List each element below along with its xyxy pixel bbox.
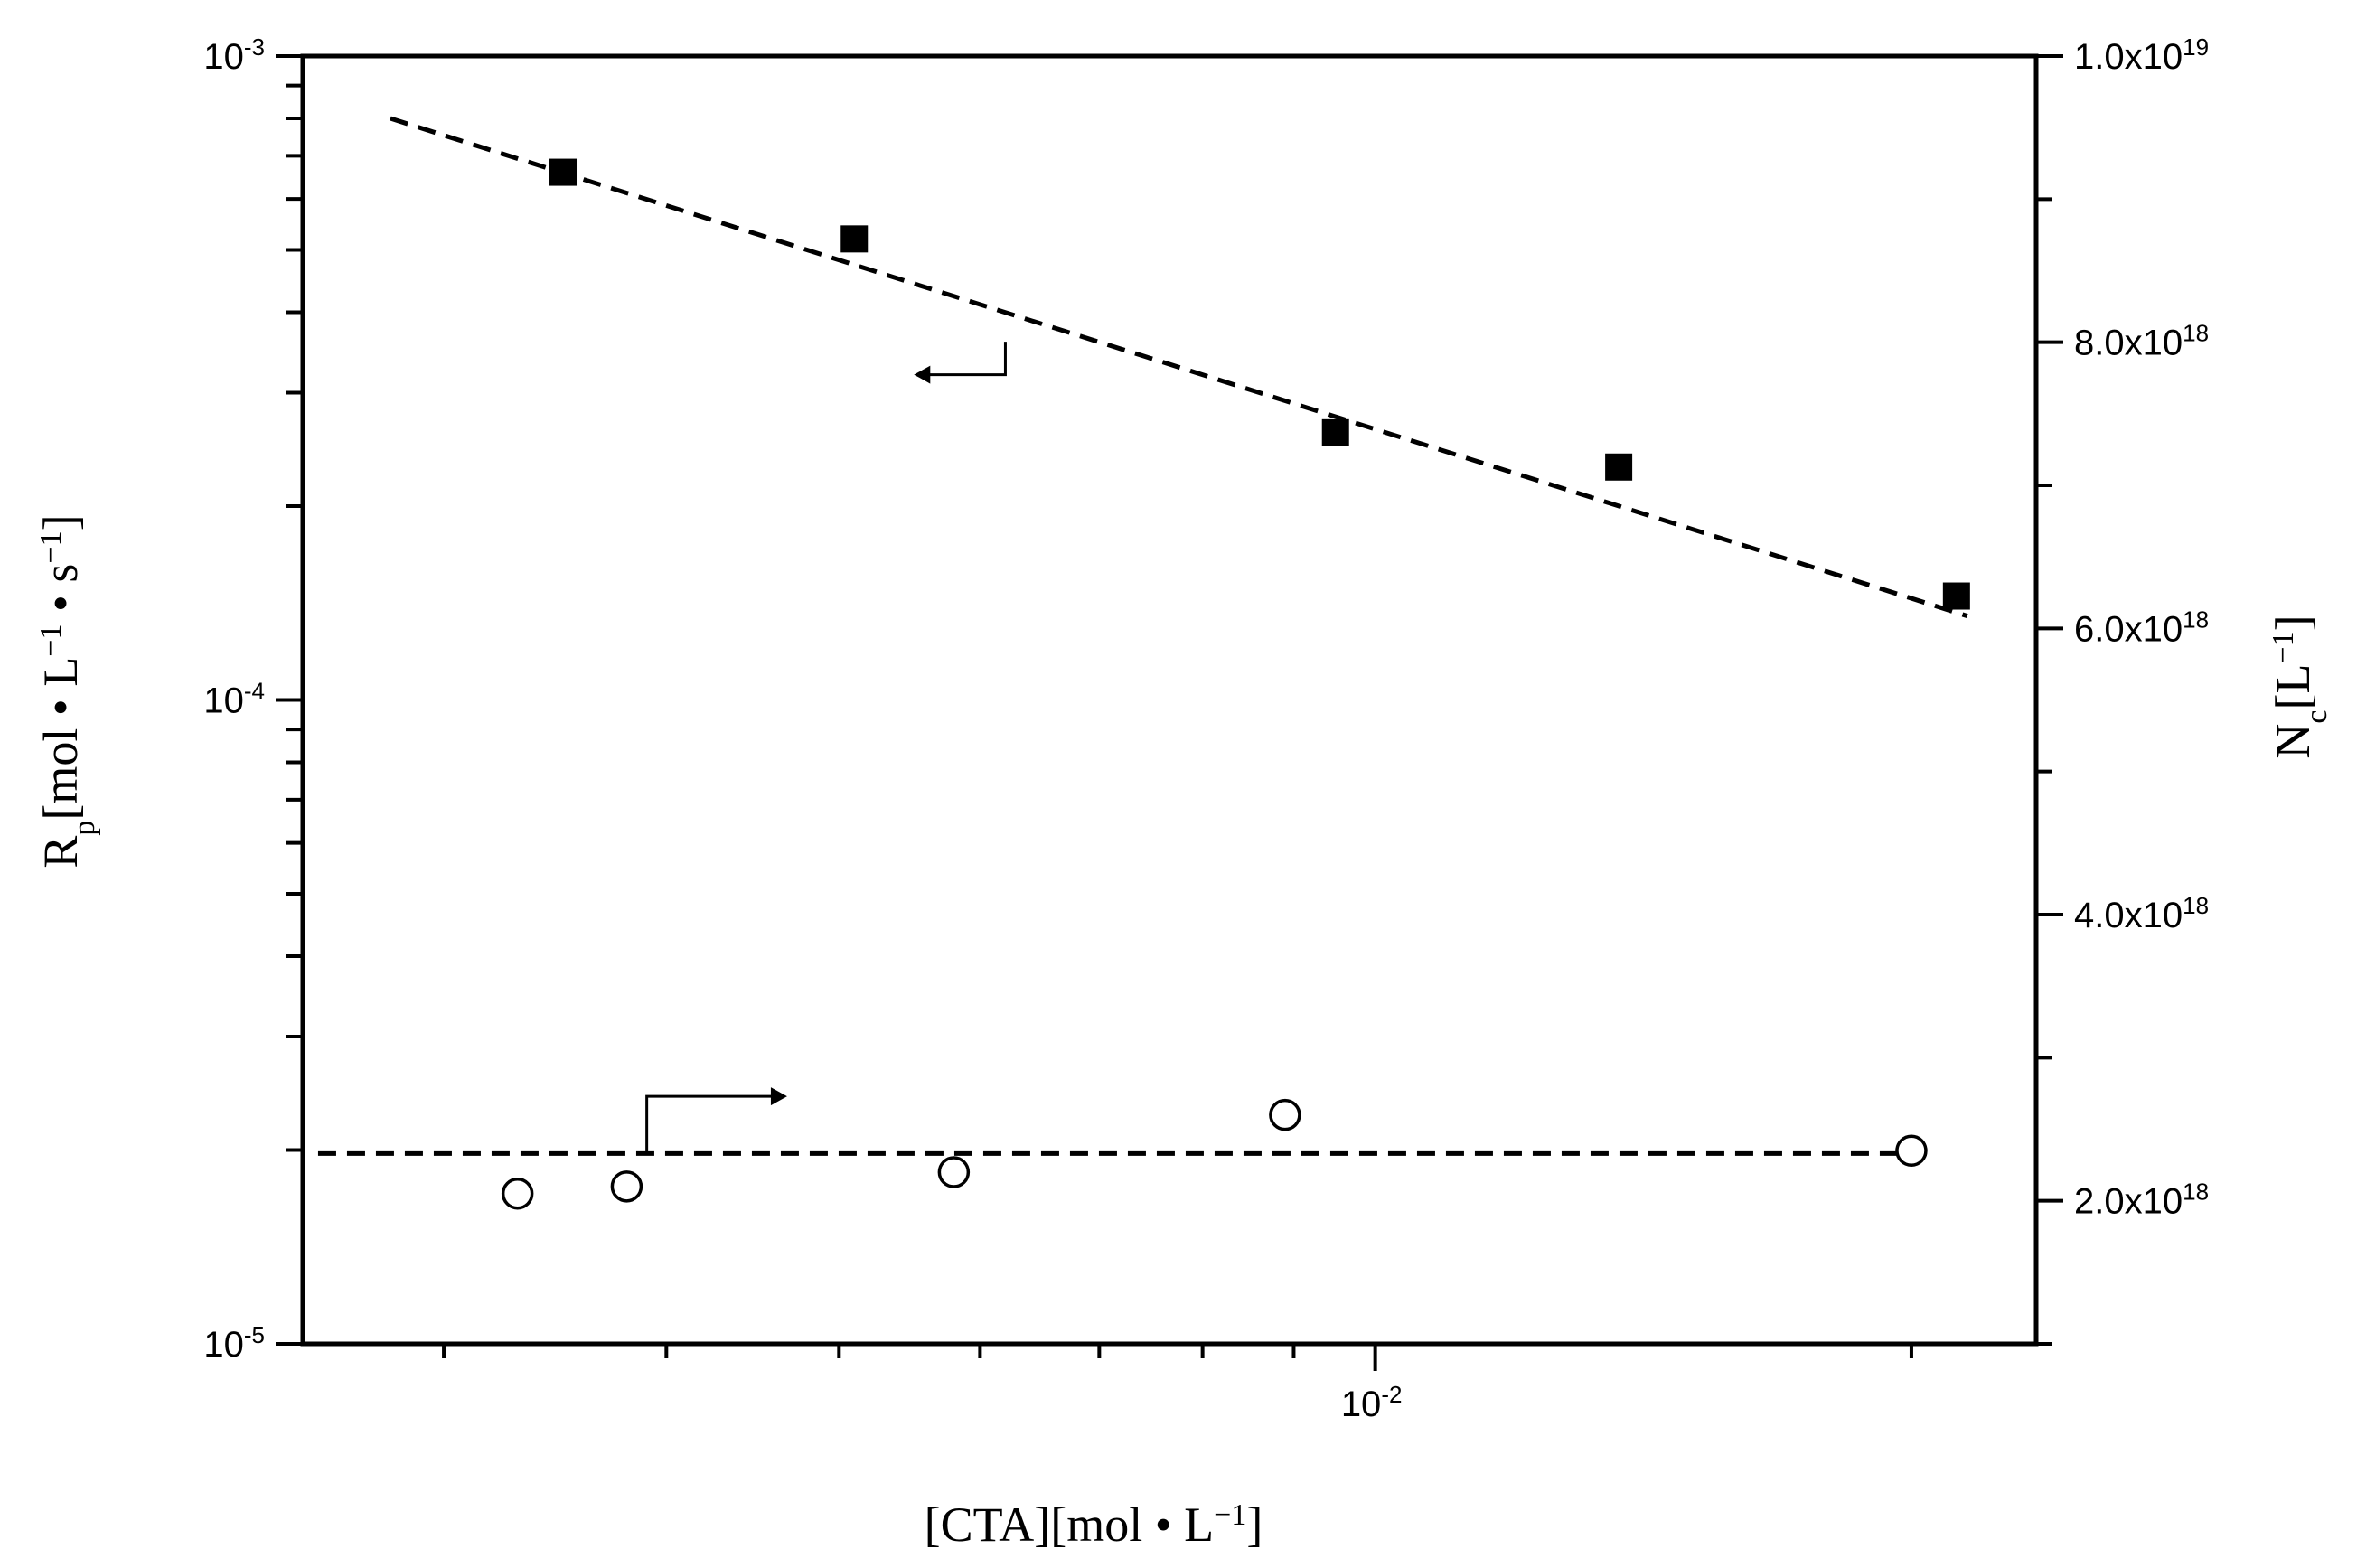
fit-lines <box>317 116 1968 1156</box>
x-axis-title: [CTA][mol • L−1] <box>925 1498 1263 1552</box>
arrow-left-axis <box>926 342 1007 377</box>
y-right-tick-label: 6.0x1018 <box>2074 606 2209 649</box>
plot-frame <box>300 53 2039 1347</box>
y-right-tick-label: 1.0x1019 <box>2074 33 2209 77</box>
circle-marker <box>1269 1098 1301 1131</box>
y-left-tick-label: 10-5 <box>203 1321 265 1365</box>
fit-line-0 <box>390 116 1968 619</box>
x-tick-label: 10-2 <box>1341 1381 1403 1424</box>
y-left-tick-label: 10-4 <box>203 678 265 721</box>
square-marker <box>1942 582 1970 610</box>
square-marker <box>1605 453 1633 481</box>
y-left-tick-label: 10-3 <box>203 33 265 77</box>
y-axis-right-title: Nc[L−1] <box>2266 615 2334 758</box>
y-right-tick-label: 2.0x1018 <box>2074 1178 2209 1222</box>
y-right-tick-label: 8.0x1018 <box>2074 320 2209 363</box>
circle-marker <box>610 1170 643 1203</box>
square-marker <box>549 158 578 186</box>
square-marker <box>1321 418 1349 446</box>
circle-marker <box>937 1156 971 1188</box>
square-marker <box>840 225 869 253</box>
y-right-tick-label: 4.0x1018 <box>2074 892 2209 935</box>
annotation-arrows <box>645 342 1007 1154</box>
ticks <box>276 54 2063 1371</box>
circle-marker <box>501 1178 534 1210</box>
arrow-right-axis <box>645 1094 775 1154</box>
tick-labels: 10-2 10-3 10-4 10-5 2.0x1018 4.0x1018 6.0x1018… <box>203 33 2209 1424</box>
y-axis-left-title: Rp[mol • L−1 • s−1] <box>33 514 101 868</box>
arrow-right-head <box>770 1087 787 1106</box>
circle-marker <box>1895 1134 1928 1167</box>
data-markers <box>501 158 1970 1210</box>
arrow-left-head <box>914 365 931 384</box>
